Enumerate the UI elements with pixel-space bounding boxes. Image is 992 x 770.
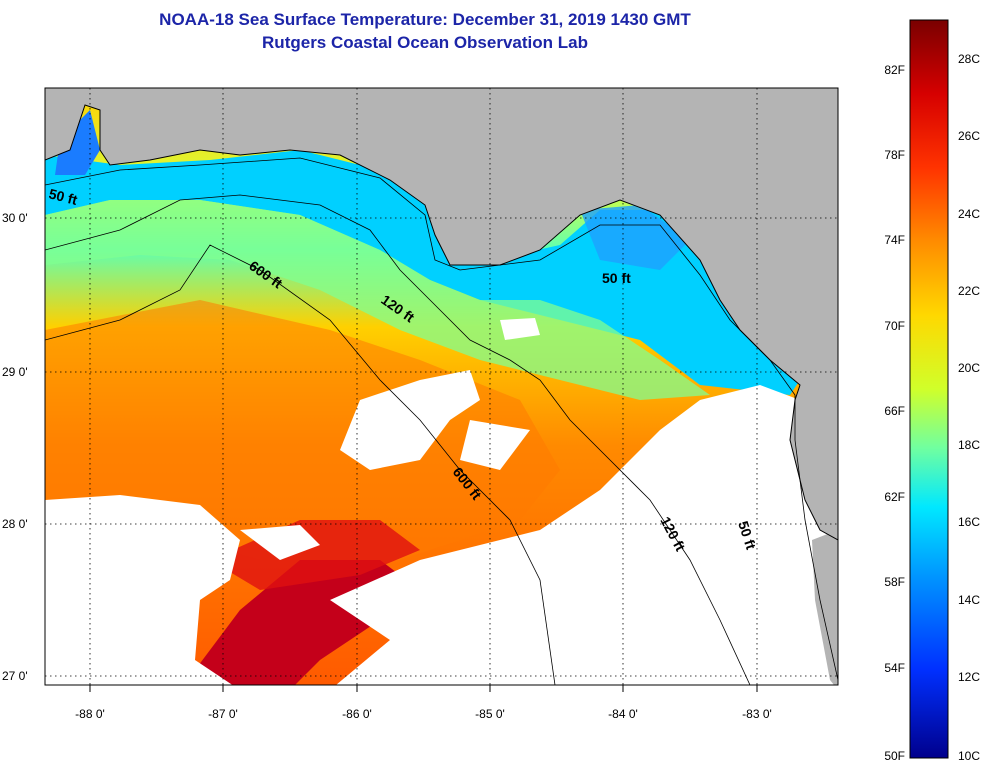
- isobath-600ft: [45, 244, 556, 685]
- coastline: [45, 104, 838, 541]
- celsius-label: 18C: [958, 438, 980, 452]
- celsius-label: 14C: [958, 593, 980, 607]
- lat-label: 27 0': [2, 669, 28, 683]
- contour-label: 50 ft: [602, 270, 631, 286]
- isobath-50ft: [45, 157, 838, 681]
- warm-water: [45, 300, 560, 560]
- lon-label: -87 0': [208, 707, 238, 721]
- lon-label: -86 0': [342, 707, 372, 721]
- map-subtitle: Rutgers Coastal Ocean Observation Lab: [262, 33, 588, 52]
- land-mass: [45, 88, 838, 540]
- fahrenheit-label: 50F: [884, 749, 905, 763]
- fahrenheit-label: 66F: [884, 404, 905, 418]
- lon-label: -88 0': [75, 707, 105, 721]
- fahrenheit-label: 70F: [884, 319, 905, 333]
- fahrenheit-label: 74F: [884, 233, 905, 247]
- fahrenheit-label: 78F: [884, 148, 905, 162]
- lon-label: -83 0': [742, 707, 772, 721]
- cloud-cover: [460, 420, 530, 470]
- fahrenheit-label: 82F: [884, 63, 905, 77]
- cloud-cover: [340, 370, 480, 470]
- celsius-label: 10C: [958, 749, 980, 763]
- fahrenheit-label: 62F: [884, 490, 905, 504]
- celsius-label: 20C: [958, 361, 980, 375]
- lon-ticks: [89, 685, 758, 692]
- lon-label: -85 0': [475, 707, 505, 721]
- cool-shelf-water: [45, 200, 710, 400]
- celsius-label: 12C: [958, 670, 980, 684]
- celsius-label: 26C: [958, 129, 980, 143]
- celsius-label: 22C: [958, 284, 980, 298]
- fahrenheit-label: 54F: [884, 661, 905, 675]
- fahrenheit-label: 58F: [884, 575, 905, 589]
- celsius-label: 28C: [958, 52, 980, 66]
- celsius-label: 24C: [958, 207, 980, 221]
- lat-label: 28 0': [2, 517, 28, 531]
- map-frame: [44, 87, 839, 686]
- cloud-cover: [500, 318, 540, 340]
- graticule: [45, 88, 838, 685]
- cold-bay-water: [580, 205, 690, 270]
- celsius-label: 16C: [958, 515, 980, 529]
- cloud-cover: [45, 495, 240, 685]
- cloud-cover: [240, 525, 320, 560]
- land-mass: [812, 530, 838, 685]
- lat-label: 30 0': [2, 211, 28, 225]
- mobile-bay-water: [55, 110, 100, 175]
- isobath-120ft: [45, 194, 751, 685]
- color-scale-bar: [909, 19, 949, 759]
- map-title: NOAA-18 Sea Surface Temperature: Decembe…: [159, 10, 691, 29]
- lat-label: 29 0': [2, 365, 28, 379]
- lon-label: -84 0': [608, 707, 638, 721]
- contour-label: 50 ft: [47, 185, 79, 208]
- cloud-cover: [330, 385, 838, 685]
